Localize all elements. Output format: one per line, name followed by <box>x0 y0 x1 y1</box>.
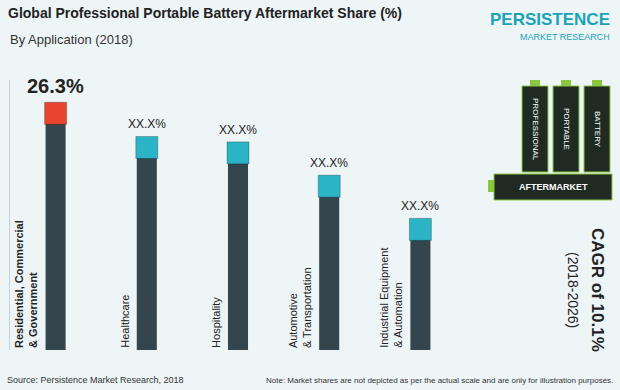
svg-text:CAGR of 10.1%: CAGR of 10.1% <box>588 228 607 352</box>
svg-text:Residential, Commercial& Gover: Residential, Commercial& Government <box>13 220 39 348</box>
svg-text:XX.X%: XX.X% <box>128 117 166 131</box>
svg-text:PROFESSIONAL: PROFESSIONAL <box>531 98 540 161</box>
svg-text:Industrial Equipment& Automati: Industrial Equipment& Automation <box>378 248 404 348</box>
svg-text:PORTABLE: PORTABLE <box>562 108 571 150</box>
svg-text:Hospitality: Hospitality <box>210 297 222 348</box>
svg-text:Source: Persistence Market Res: Source: Persistence Market Research, 201… <box>7 375 184 385</box>
svg-text:By Application (2018): By Application (2018) <box>10 32 133 47</box>
svg-text:BATTERY: BATTERY <box>593 111 602 148</box>
svg-text:XX.X%: XX.X% <box>401 199 439 213</box>
svg-text:(2018-2026): (2018-2026) <box>565 252 581 328</box>
svg-text:PERSISTENCE: PERSISTENCE <box>490 10 610 29</box>
svg-text:Automotive& Transportation: Automotive& Transportation <box>287 267 313 348</box>
svg-text:Note: Market shares are not de: Note: Market shares are not depicted as … <box>266 376 613 385</box>
svg-text:XX.X%: XX.X% <box>310 156 348 170</box>
svg-text:XX.X%: XX.X% <box>219 123 257 137</box>
svg-text:26.3%: 26.3% <box>27 75 84 97</box>
svg-text:Healthcare: Healthcare <box>119 295 131 348</box>
svg-text:Global Professional Portable B: Global Professional Portable Battery Aft… <box>8 5 402 21</box>
svg-text:AFTERMARKET: AFTERMARKET <box>519 182 588 192</box>
svg-text:MARKET RESEARCH: MARKET RESEARCH <box>520 32 610 42</box>
